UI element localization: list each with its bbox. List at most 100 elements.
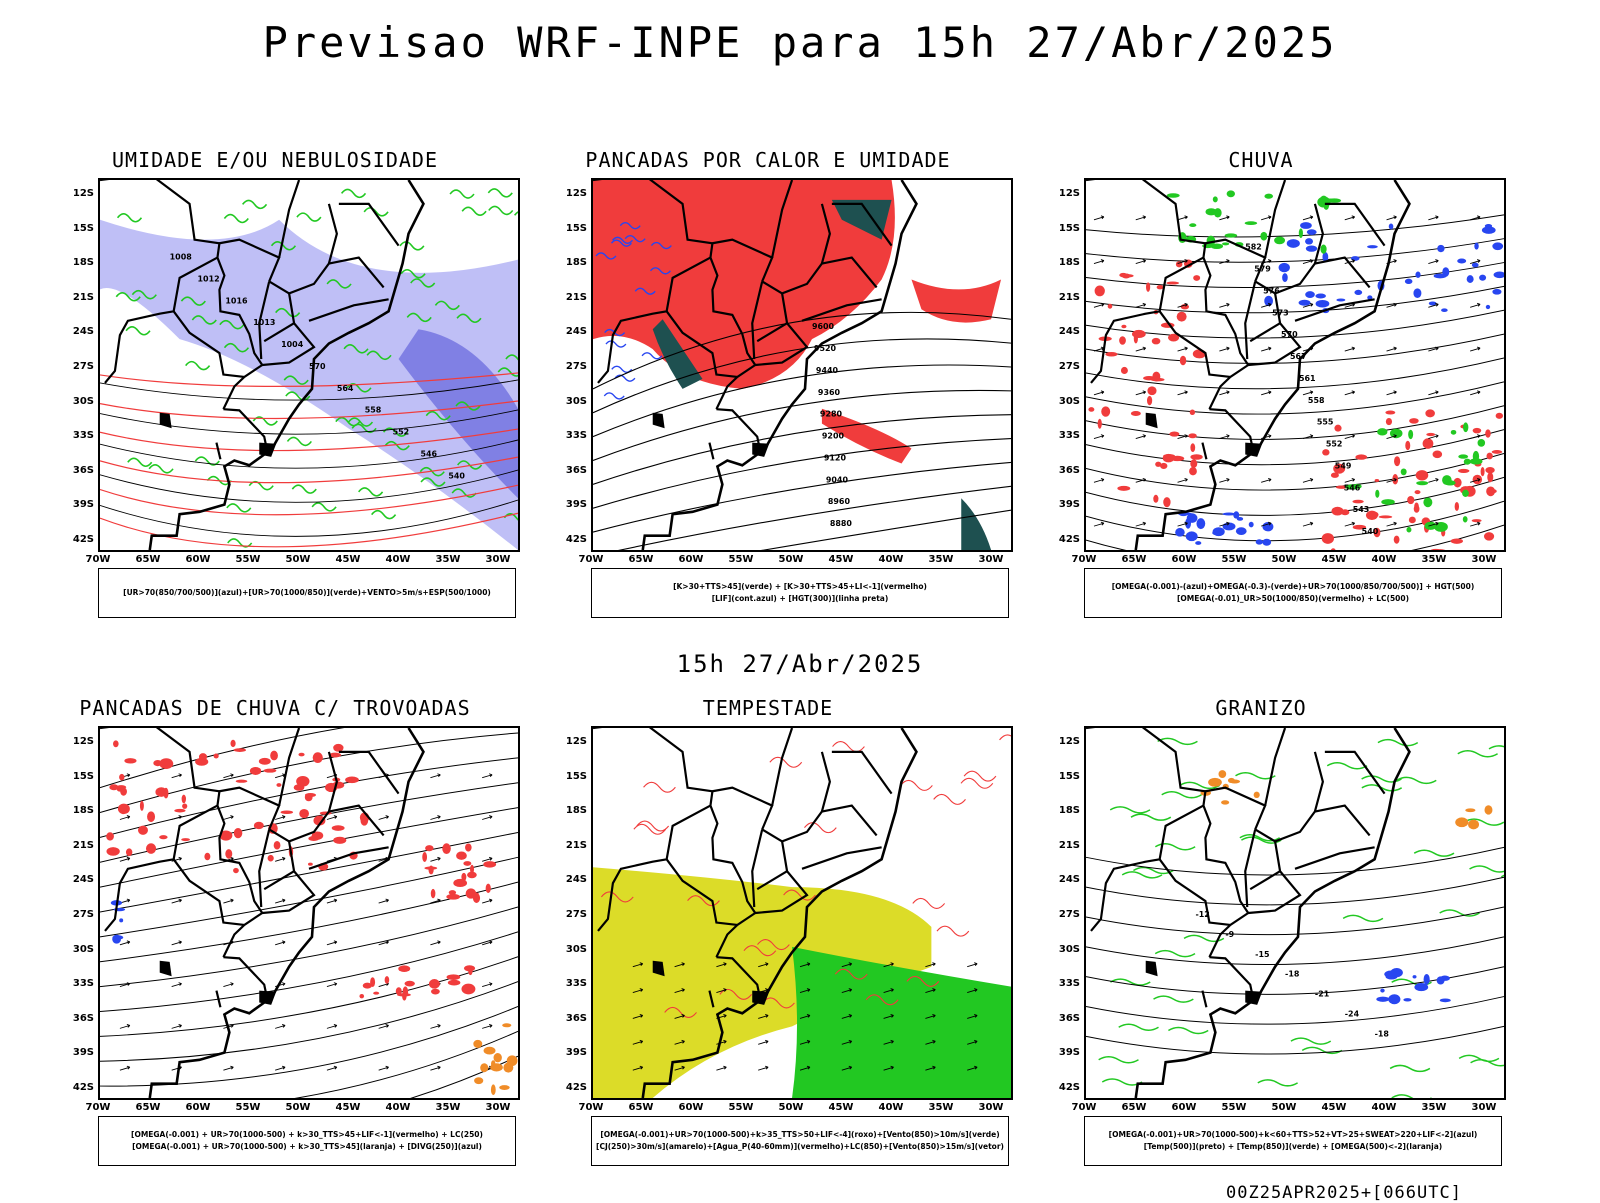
latitude-label: 39S bbox=[565, 499, 587, 511]
rain-area-red bbox=[1322, 449, 1330, 456]
precip-water-contour bbox=[743, 945, 777, 957]
storm-area-red bbox=[138, 825, 148, 835]
humidity-contour-green bbox=[347, 417, 374, 427]
longitude-label: 45W bbox=[335, 554, 361, 565]
rain-area-red bbox=[1453, 477, 1462, 488]
wind-vector bbox=[1093, 477, 1105, 483]
rain-area-red bbox=[1491, 450, 1503, 454]
legend-box: [OMEGA(-0.001)-(azul)+OMEGA(-0.3)-(verde… bbox=[1084, 568, 1502, 618]
streamline-arrow bbox=[378, 898, 389, 904]
latitude-label: 36S bbox=[565, 1012, 587, 1024]
humidity-contour-green bbox=[488, 205, 514, 216]
storm-area-red bbox=[116, 785, 127, 790]
wind-vector bbox=[1344, 477, 1356, 483]
latitude-label: 42S bbox=[72, 534, 94, 545]
longitude-label: 70W bbox=[1071, 554, 1097, 565]
border-line bbox=[1244, 829, 1257, 908]
border-line bbox=[219, 786, 281, 830]
temp-850-contour bbox=[1130, 813, 1172, 821]
contour-label: 9280 bbox=[820, 410, 843, 419]
streamline-arrow bbox=[482, 815, 493, 820]
streamline-arrow bbox=[326, 898, 338, 904]
humidity-contour-green bbox=[115, 292, 141, 302]
latitude-label: 15S bbox=[565, 222, 587, 234]
temp-850-contour bbox=[1469, 865, 1504, 873]
streamline-arrow bbox=[326, 940, 338, 946]
streamline-250 bbox=[100, 956, 518, 1037]
rain-area-green bbox=[1469, 458, 1483, 465]
border-line bbox=[1294, 298, 1375, 322]
precip-water-contour bbox=[900, 779, 933, 791]
latitude-label: 30S bbox=[72, 395, 94, 407]
wind-vector bbox=[1470, 521, 1481, 527]
longitude-label: 45W bbox=[828, 1102, 854, 1113]
precip-water-contour bbox=[912, 897, 946, 909]
legend-line-2: [OMEGA(-0.001) + UR>70(1000-500) + k>30_… bbox=[132, 1142, 482, 1151]
longitude-label: 60W bbox=[1171, 554, 1197, 565]
height-300-contour bbox=[593, 364, 1011, 438]
storm-area-red bbox=[125, 848, 133, 857]
border-line bbox=[597, 256, 711, 384]
streamline-250 bbox=[100, 728, 345, 789]
wind-850-vector bbox=[925, 1014, 936, 1019]
wind-vector bbox=[1177, 477, 1188, 483]
height-300-contour bbox=[593, 461, 1011, 533]
storm-area-red bbox=[181, 838, 190, 842]
rain-area-green bbox=[1450, 429, 1457, 435]
border-line bbox=[801, 298, 882, 322]
precip-water-contour bbox=[906, 975, 940, 987]
storm-area-orange bbox=[493, 1053, 502, 1063]
streamline-arrow bbox=[223, 815, 234, 820]
streamline-arrow bbox=[378, 815, 389, 820]
storm-area-red bbox=[428, 979, 440, 989]
border-line bbox=[258, 281, 271, 360]
storm-area-red bbox=[431, 988, 440, 995]
streamline-arrow bbox=[378, 1023, 389, 1029]
height-300-contour bbox=[593, 338, 1011, 414]
wind-vector bbox=[1302, 521, 1314, 527]
storm-area-red bbox=[467, 871, 477, 879]
border-line bbox=[755, 841, 809, 915]
contour-label: 9120 bbox=[824, 453, 847, 462]
precip-water-contour bbox=[762, 997, 795, 1009]
storm-area-red bbox=[360, 816, 369, 826]
rain-area-blue bbox=[1493, 271, 1504, 279]
wind-850-vector bbox=[674, 1039, 685, 1045]
border-line bbox=[100, 728, 264, 958]
latitude-label: 24S bbox=[72, 874, 94, 886]
longitude-label: 70W bbox=[578, 554, 604, 565]
rain-area-blue bbox=[1185, 531, 1198, 542]
contour-label: 558 bbox=[1308, 396, 1325, 405]
latitude-label: 21S bbox=[565, 291, 587, 303]
coastline bbox=[1134, 180, 1411, 550]
divergence-area-blue bbox=[119, 918, 124, 923]
storm-area-red bbox=[139, 800, 144, 811]
humidity-contour-green bbox=[291, 484, 317, 494]
rain-area-red bbox=[1188, 433, 1197, 439]
humidity-contour-green bbox=[505, 354, 518, 361]
temp-850-contour bbox=[1439, 909, 1480, 917]
instability-area-red bbox=[911, 279, 1002, 323]
wind-850-vector bbox=[674, 1065, 685, 1071]
rain-area-red bbox=[1147, 386, 1157, 396]
rain-area-green bbox=[1264, 193, 1274, 199]
wind-vector bbox=[1219, 259, 1230, 264]
streamline-arrow bbox=[119, 856, 131, 862]
humidity-contour-green bbox=[420, 477, 446, 487]
storm-area-red bbox=[159, 835, 168, 840]
latitude-label: 21S bbox=[72, 839, 94, 851]
contour-label: 555 bbox=[1317, 418, 1334, 427]
instability-area-green bbox=[831, 199, 892, 240]
storm-area-red bbox=[312, 752, 323, 764]
latitude-label: 27S bbox=[565, 909, 587, 920]
coastline bbox=[641, 728, 918, 1098]
rain-area-red bbox=[1365, 510, 1378, 520]
humidity-contour-green bbox=[326, 279, 352, 289]
wind-850-vector bbox=[758, 1039, 769, 1045]
storm-area-red bbox=[293, 784, 305, 791]
storm-area-red bbox=[124, 758, 137, 764]
map-pancadas-calor: 9600 9520 9440 9360 9280 9200 9120 9040 8960 8880 bbox=[591, 178, 1013, 552]
border-line bbox=[665, 310, 738, 379]
streamline-arrow bbox=[482, 1023, 493, 1029]
contour-label: 8880 bbox=[830, 519, 853, 528]
